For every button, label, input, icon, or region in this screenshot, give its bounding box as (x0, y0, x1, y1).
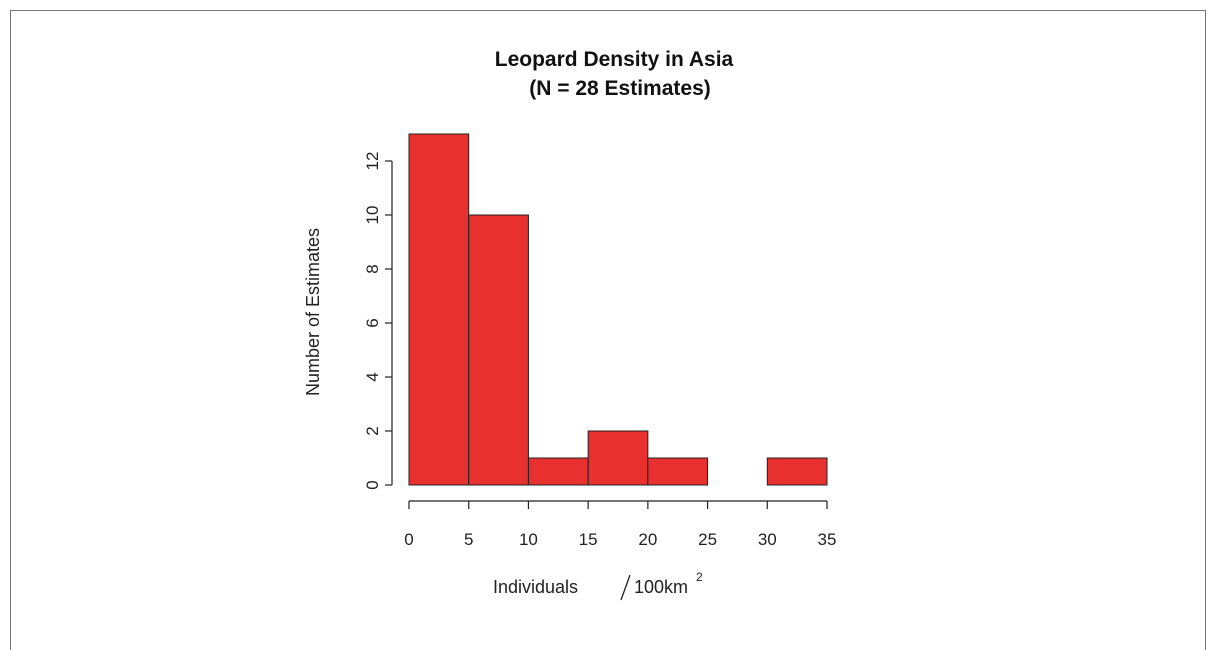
y-tick-label-0: 0 (363, 480, 382, 489)
histogram-bar-15-20 (587, 430, 649, 486)
x-axis-label-slash (620, 574, 631, 601)
chart-title-line2: (N = 28 Estimates) (529, 77, 711, 100)
y-axis-label: Number of Estimates (303, 228, 323, 396)
chart-title-line1: Leopard Density in Asia (495, 48, 734, 71)
histogram-bar-30-35 (766, 457, 828, 486)
x-tick-label-30: 30 (758, 530, 777, 549)
x-tick-label-10: 10 (519, 530, 538, 549)
x-tick-label-15: 15 (579, 530, 598, 549)
y-tick-label-8: 8 (363, 264, 382, 273)
histogram-bar-20-25 (647, 457, 709, 486)
y-tick-label-4: 4 (363, 372, 382, 381)
x-axis: 0 5 10 15 20 25 30 35 (404, 500, 837, 549)
figure-frame (10, 10, 1206, 650)
bars-group (408, 133, 828, 486)
x-tick-label-0: 0 (404, 530, 413, 549)
y-tick-label-10: 10 (363, 206, 382, 225)
y-tick-label-12: 12 (363, 152, 382, 171)
histogram-bar-5-10 (468, 214, 529, 486)
y-tick-label-2: 2 (363, 426, 382, 435)
x-tick-label-5: 5 (464, 530, 473, 549)
x-tick-label-35: 35 (818, 530, 837, 549)
x-axis-label: Individuals 100km 2 (493, 570, 703, 601)
x-axis-label-superscript: 2 (696, 570, 703, 584)
x-axis-label-main: Individuals (493, 577, 578, 597)
x-tick-label-25: 25 (698, 530, 717, 549)
histogram-bar-10-15 (527, 457, 589, 486)
x-axis-label-unit: 100km (634, 577, 688, 597)
histogram-bar-0-5 (408, 133, 470, 486)
x-tick-label-20: 20 (638, 530, 657, 549)
y-axis: 0 2 4 6 8 10 12 (363, 152, 393, 490)
histogram-chart: Leopard Density in Asia (N = 28 Estimate… (303, 48, 837, 601)
y-tick-label-6: 6 (363, 318, 382, 327)
